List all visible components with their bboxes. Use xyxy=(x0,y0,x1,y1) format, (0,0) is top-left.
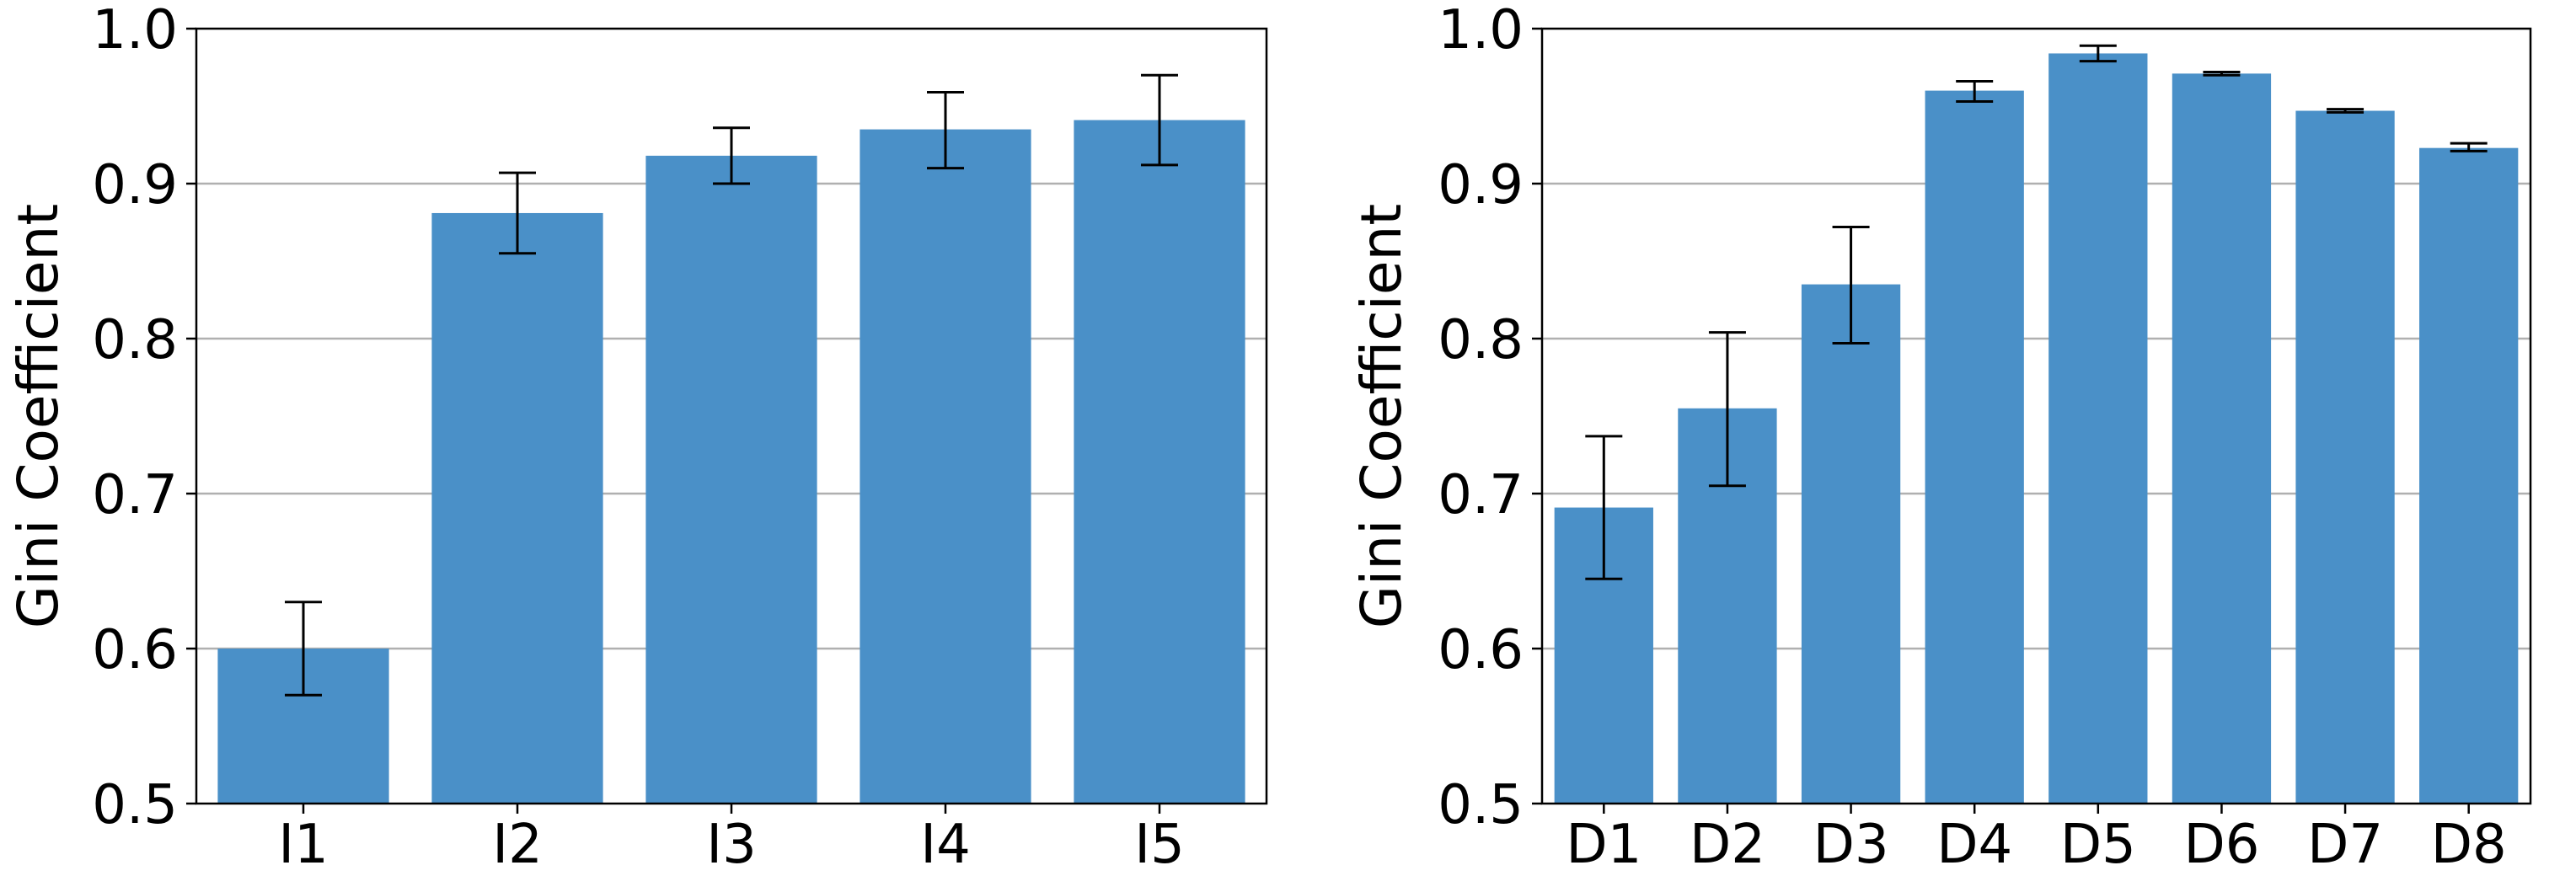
y-tick-label: 0.7 xyxy=(1438,464,1524,526)
bar-d7 xyxy=(2295,110,2395,804)
y-tick-label: 0.9 xyxy=(92,154,178,216)
y-tick-label: 1.0 xyxy=(1438,0,1524,61)
y-tick-label: 0.6 xyxy=(92,619,178,681)
x-tick-label: D4 xyxy=(1936,814,2012,876)
x-tick-label: D7 xyxy=(2307,814,2383,876)
y-tick-label: 0.8 xyxy=(1438,309,1524,371)
axes-frame xyxy=(195,27,1268,805)
bar-d5 xyxy=(2048,53,2148,804)
bar-i3 xyxy=(645,155,817,804)
bar-i2 xyxy=(431,212,603,804)
bar-d3 xyxy=(1801,284,1901,804)
x-tick-label: D1 xyxy=(1566,814,1641,876)
y-axis-label: Gini Coefficient xyxy=(1349,204,1414,628)
axes-frame xyxy=(1540,27,2532,805)
bar-i4 xyxy=(860,129,1031,804)
bar-d4 xyxy=(1925,90,2024,804)
chart-right: D1 D2 D3 D4 D5 D6 D7 D8 0.5 0.6 0.7 0.8 0.9 1.0 Gini C… xyxy=(1349,0,2532,876)
x-tick-label: D8 xyxy=(2431,814,2507,876)
y-tick-label: 1.0 xyxy=(92,0,178,61)
x-tick-label: I1 xyxy=(278,814,329,876)
y-tick-label: 0.7 xyxy=(92,464,178,526)
x-tick-label: D5 xyxy=(2060,814,2136,876)
x-tick-label: I5 xyxy=(1134,814,1185,876)
x-tick-label: D6 xyxy=(2183,814,2259,876)
x-tick-label: I4 xyxy=(920,814,971,876)
y-axis-label: Gini Coefficient xyxy=(6,204,71,628)
x-tick-label: I2 xyxy=(492,814,543,876)
chart-left: I1 I2 I3 I4 I5 0.5 0.6 0.7 0.8 0.9 1.0 Gini Coeffic… xyxy=(6,0,1268,876)
y-tick-label: 0.5 xyxy=(92,774,178,836)
x-tick-label: I3 xyxy=(706,814,757,876)
bar-d6 xyxy=(2172,73,2272,804)
bar-d8 xyxy=(2419,147,2519,804)
bar-i5 xyxy=(1074,120,1245,804)
x-tick-label: D2 xyxy=(1690,814,1765,876)
x-tick-label: D3 xyxy=(1813,814,1889,876)
y-tick-label: 0.5 xyxy=(1438,774,1524,836)
y-tick-label: 0.9 xyxy=(1438,154,1524,216)
y-tick-label: 0.6 xyxy=(1438,619,1524,681)
y-tick-label: 0.8 xyxy=(92,309,178,371)
